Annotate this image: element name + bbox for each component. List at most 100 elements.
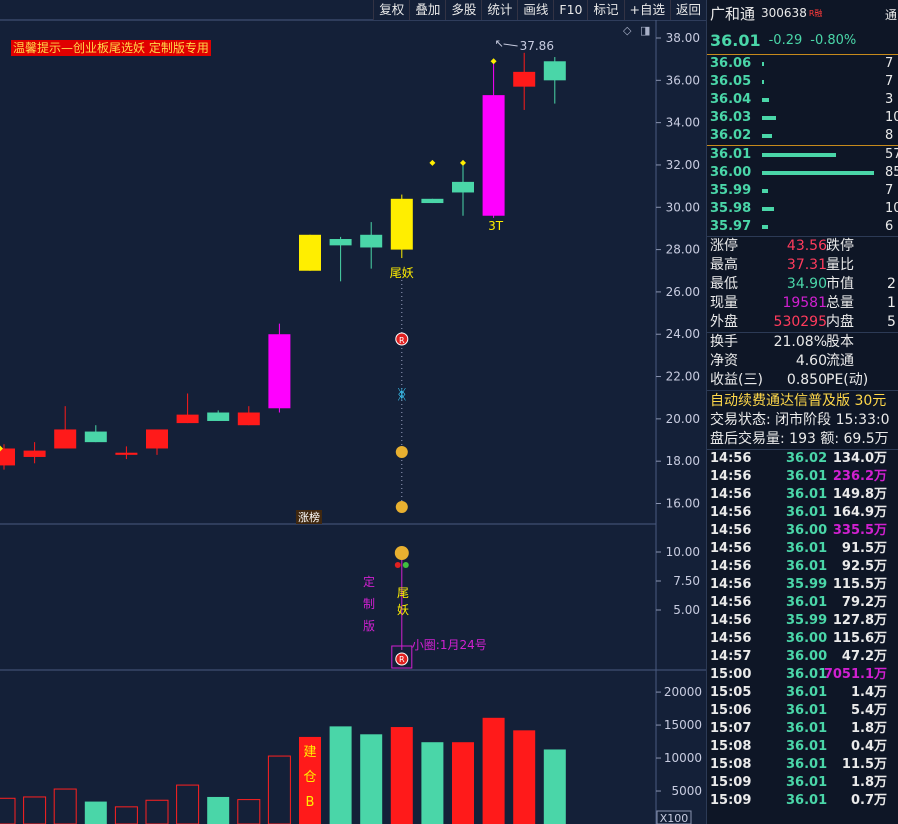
build-char: 仓 [303,770,316,785]
volume-bar [145,799,169,824]
r-badge-letter: R [399,336,405,345]
orderbook-bar [762,134,772,138]
r-badge-icon [395,332,409,346]
trade-row: 15:09 36.01 0.7万 [707,792,898,810]
vol-axis-label: 15000 [664,718,702,732]
orderbook-price: 36.05 [710,74,752,89]
trade-row: 14:56 36.01 91.5万 [707,540,898,558]
after-hours: 盘后交易量: 193 额: 69.5万 [710,431,889,447]
orderbook-divider [707,145,898,146]
orderbook-row[interactable]: 36.02 8 [707,127,898,145]
trade-time: 14:56 [710,559,752,574]
orderbook-row[interactable]: 36.03 10 [707,109,898,127]
vol-unit-label: X100 [660,812,689,824]
candle-body [0,448,15,466]
stat-row: 净资 4.60 流通 [707,352,898,371]
orderbook-volume: 3 [885,92,894,107]
stat-label-2: 内盘 [826,314,854,330]
r-badge-icon [395,652,409,666]
trade-ticks[interactable]: 14:56 36.02 134.0万 14:56 36.01 236.2万 14:56 36.… [707,449,898,810]
stat-value-2: 2 [887,276,896,292]
trade-row: 14:56 36.01 164.9万 [707,504,898,522]
orderbook-price: 36.03 [710,110,752,125]
orderbook-bar [762,189,768,193]
stat-label-2: 流通 [826,353,854,369]
orderbook-volume: 7 [885,74,894,89]
trade-row: 14:56 36.00 335.5万 [707,522,898,540]
price-axis-label: 16.00 [666,497,700,511]
trade-price: 36.00 [786,523,828,538]
toolbar-button-7[interactable]: +自选 [623,0,670,20]
stat-value: 4.60 [795,353,827,369]
volume-bar [207,796,230,824]
price-axis-label: 34.00 [666,116,700,130]
orderbook-row[interactable]: 36.06 7 [707,55,898,73]
trade-row: 14:57 36.00 47.2万 [707,648,898,666]
stock-name[interactable]: 广和通 [710,4,756,23]
orderbook-price: 35.99 [710,183,752,198]
vol-axis-label: 5000 [671,784,702,798]
trade-volume: 0.7万 [850,793,887,808]
trade-time: 14:56 [710,469,752,484]
trade-time: 14:56 [710,487,752,502]
toolbar-button-2[interactable]: 多股 [445,0,481,20]
orderbook-volume: 10 [885,201,898,216]
ad-banner[interactable]: 自动续费通达信普及版 30元 [707,390,898,411]
toolbar-button-5[interactable]: F10 [553,0,587,20]
trade-price: 35.99 [786,577,828,592]
toolbar-button-3[interactable]: 统计 [481,0,517,20]
sub-axis-label: 10.00 [666,545,700,559]
trade-volume: 79.2万 [841,595,887,610]
trade-volume: 7051.1万 [823,667,887,682]
trade-volume: 5.4万 [850,703,887,718]
trade-price: 35.99 [786,613,828,628]
toolbar-button-8[interactable]: 返回 [669,0,706,20]
toolbar-button-4[interactable]: 画线 [517,0,553,20]
volume-bar [452,742,474,824]
volume-bar [267,755,291,824]
trade-time: 15:09 [710,793,752,808]
price-axis-label: 24.00 [666,327,700,341]
orderbook-row[interactable]: 35.97 6 [707,218,898,236]
trade-price: 36.01 [786,757,828,772]
chart-area[interactable]: ◇ ◨ 38.00 36.00 34.00 32.00 30.00 28.00 26.00 24.… [0,0,706,824]
sub-axis-label: 5.00 [673,603,700,617]
orderbook-row[interactable]: 36.01 57 [707,146,898,164]
stat-label-2: 量比 [826,257,854,273]
orderbook-row[interactable]: 35.98 10 [707,200,898,218]
trade-time: 15:06 [710,703,752,718]
stat-row: 最低 34.90 市值 2 [707,275,898,294]
price-axis-label: 30.00 [666,200,700,214]
candle-body [207,412,230,421]
orderbook-bar [762,171,874,175]
money-bag-icon [394,546,409,560]
volume-bar [0,797,16,824]
orderbook-bar [762,225,768,229]
orderbook-row[interactable]: 35.99 7 [707,182,898,200]
panel-toggle-icon: ◨ [640,24,650,37]
orderbook-volume: 85 [885,165,898,180]
stat-label: 最高 [710,257,738,273]
orderbook-row[interactable]: 36.05 7 [707,73,898,91]
toolbar-button-1[interactable]: 叠加 [409,0,445,20]
trade-row: 15:08 36.01 11.5万 [707,756,898,774]
trade-volume: 0.4万 [850,739,887,754]
trade-price: 36.01 [786,721,828,736]
kline-chart[interactable]: ◇ ◨ 38.00 36.00 34.00 32.00 30.00 28.00 26.00 24.… [0,0,706,824]
toolbar-button-0[interactable]: 复权 [373,0,409,20]
orderbook-row[interactable]: 36.04 3 [707,91,898,109]
trade-time: 14:56 [710,631,752,646]
trade-row: 14:56 35.99 115.5万 [707,576,898,594]
zhangbang-label: 涨榜 [298,510,320,524]
stat-row: 外盘 530295 内盘 5 [707,313,898,332]
orderbook-row[interactable]: 36.00 85 [707,164,898,182]
volume-bar [84,801,107,824]
r-badge-letter: R [399,655,405,664]
trade-volume: 149.8万 [832,487,887,502]
trade-price: 36.01 [786,793,828,808]
orderbook-bar [762,207,774,211]
stat-label: 收益(三) [710,372,763,388]
vol-axis-label: 20000 [664,685,702,699]
toolbar-button-6[interactable]: 标记 [587,0,623,20]
trade-volume: 1.8万 [850,775,887,790]
